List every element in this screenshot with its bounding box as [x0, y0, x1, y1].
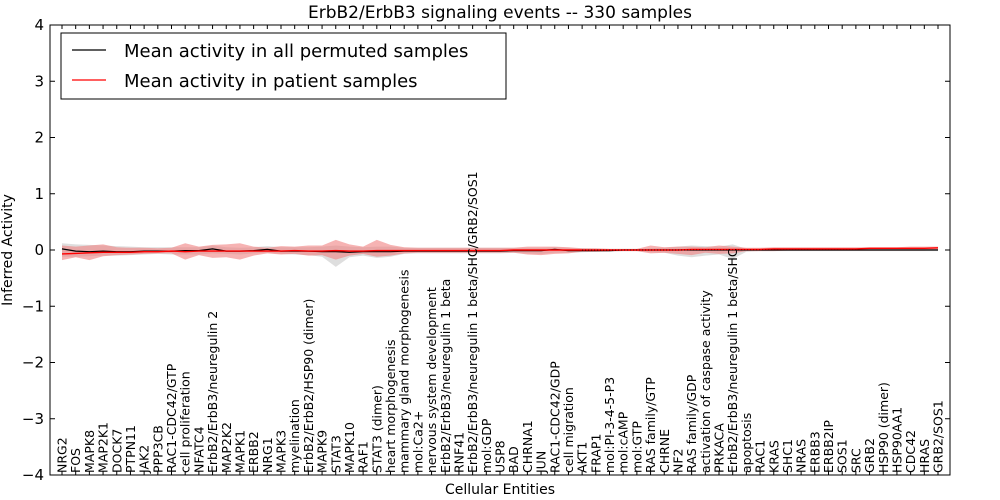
- x-tick-label: STAT3: [328, 435, 343, 473]
- y-axis-label: Inferred Activity: [0, 194, 16, 306]
- x-tick-label: SOS1: [835, 439, 850, 473]
- y-axis: −4 −3 −2 −1 0 1 2 3 4: [22, 16, 950, 484]
- x-tick-label: CDC42: [903, 430, 918, 473]
- y-tick-label: 3: [34, 72, 44, 90]
- x-tick-label: ErbB2/ErbB3/neuregulin 2: [205, 311, 220, 473]
- x-tick-label: NRG2: [55, 437, 70, 473]
- x-tick-label: ErbB2/ErbB2/HSP90 (dimer): [301, 299, 316, 473]
- x-tick-label: MAPK8: [82, 430, 97, 473]
- x-tick-label: SRC: [848, 448, 863, 473]
- x-tick-label: JUN: [534, 451, 549, 474]
- x-tick-label: FRAP1: [588, 434, 603, 473]
- x-tick-label: RAC1-CDC42/GTP: [164, 363, 179, 473]
- x-tick-label: AKT1: [575, 442, 590, 473]
- x-tick-label: mol:PI-3-4-5-P3: [602, 377, 617, 473]
- x-tick-label: PPP3CB: [150, 425, 165, 473]
- x-tick-label: FOS: [68, 448, 83, 473]
- y-tick-label: −2: [22, 354, 44, 372]
- series-lines: [61, 247, 939, 255]
- x-tick-label: MAPK3: [274, 430, 289, 473]
- x-tick-label: ErbB2/ErbB3/neuregulin 1 beta/SHC/GRB2/S…: [465, 171, 480, 473]
- x-axis-label: Cellular Entities: [445, 482, 555, 498]
- x-tick-label: SHC1: [780, 439, 795, 473]
- x-tick-label: NRG1: [260, 437, 275, 473]
- x-tick-label: PTPN11: [123, 425, 138, 473]
- x-tick-label: HSP90 (dimer): [876, 382, 891, 473]
- confidence-bands: [62, 239, 938, 267]
- y-tick-label: −1: [22, 297, 44, 315]
- y-tick-label: 1: [34, 185, 44, 203]
- x-tick-label: ERBB2: [246, 431, 261, 473]
- x-tick-label: NRAS: [794, 439, 809, 473]
- y-tick-label: −3: [22, 410, 44, 428]
- x-tick-label: NFATC4: [191, 426, 206, 473]
- x-tick-label: ErbB2/ErbB3/neuregulin 1 beta: [438, 279, 453, 473]
- x-tick-label: apoptosis: [739, 413, 754, 473]
- x-axis: NRG2FOSMAPK8MAP2K1DOCK7PTPN11JAK2PPP3CBR…: [55, 25, 946, 475]
- x-tick-label: GRB2: [862, 438, 877, 473]
- x-tick-label: cell migration: [561, 387, 576, 473]
- x-tick-label: ERBB2IP: [821, 420, 836, 473]
- x-tick-label: ERBB3: [807, 431, 822, 473]
- x-tick-label: RAS family/GDP: [684, 374, 699, 473]
- x-tick-label: MAP2K1: [96, 422, 111, 473]
- x-tick-label: USP8: [493, 440, 508, 473]
- x-tick-label: MAPK9: [315, 430, 330, 473]
- x-tick-label: ErbB2/ErbB3/neuregulin 1 beta/SHC: [725, 248, 740, 473]
- x-tick-label: RAS family/GTP: [643, 377, 658, 473]
- x-tick-label: mol:cAMP: [616, 411, 631, 473]
- x-tick-label: activation of caspase activity: [698, 290, 713, 473]
- legend-label-permuted: Mean activity in all permuted samples: [124, 41, 468, 62]
- x-tick-label: CHRNA1: [520, 420, 535, 473]
- x-tick-label: STAT3 (dimer): [369, 385, 384, 473]
- chart-title: ErbB2/ErbB3 signaling events -- 330 samp…: [308, 3, 692, 23]
- x-tick-label: HRAS: [917, 439, 932, 473]
- x-tick-label: NF2: [670, 449, 685, 474]
- y-tick-label: −4: [22, 466, 44, 484]
- x-tick-label: nervous system development: [424, 287, 439, 473]
- x-tick-label: cell proliferation: [178, 371, 193, 473]
- x-tick-label: MAPK1: [232, 430, 247, 473]
- x-tick-label: HSP90AA1: [889, 407, 904, 473]
- x-tick-label: MAP2K2: [219, 422, 234, 473]
- x-tick-label: MAPK10: [342, 422, 357, 473]
- x-tick-label: heart morphogenesis: [383, 340, 398, 474]
- x-tick-label: mammary gland morphogenesis: [397, 270, 412, 473]
- y-tick-label: 2: [34, 129, 44, 147]
- x-tick-label: JAK2: [137, 445, 152, 474]
- x-tick-label: mol:GDP: [479, 418, 494, 473]
- legend-box: [60, 32, 507, 100]
- x-tick-label: mol:GTP: [629, 421, 644, 473]
- legend: Mean activity in all permuted samples Me…: [60, 32, 507, 100]
- y-tick-label: 4: [34, 16, 44, 34]
- x-tick-label: myelination: [287, 399, 302, 473]
- y-tick-label: 0: [34, 241, 44, 259]
- x-tick-label: DOCK7: [109, 429, 124, 473]
- x-tick-label: PRKACA: [712, 423, 727, 473]
- x-tick-label: GRB2/SOS1: [931, 400, 946, 473]
- x-tick-label: KRAS: [766, 440, 781, 473]
- x-tick-label: RAF1: [356, 441, 371, 473]
- x-tick-label: RNF41: [451, 432, 466, 473]
- x-tick-label: CHRNE: [657, 429, 672, 473]
- x-tick-label: RAC1: [753, 440, 768, 473]
- series-line-1: [61, 247, 939, 255]
- legend-label-patient: Mean activity in patient samples: [124, 71, 418, 92]
- x-tick-label: RAC1-CDC42/GDP: [547, 361, 562, 473]
- x-tick-label: mol:Ca2+: [410, 411, 425, 473]
- x-tick-label: BAD: [506, 446, 521, 473]
